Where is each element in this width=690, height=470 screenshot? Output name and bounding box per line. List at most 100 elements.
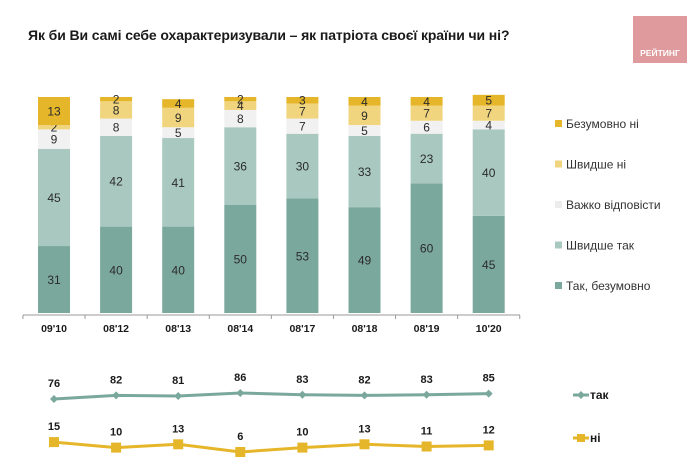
bar-value-label: 4 <box>423 95 430 109</box>
bar-segment <box>348 135 381 208</box>
line-value-label: 82 <box>358 374 370 386</box>
line-так <box>53 391 489 401</box>
line-value-label: 86 <box>234 372 246 384</box>
bar-value-label: 45 <box>482 258 496 272</box>
bar-segment <box>348 207 381 313</box>
bar-value-label: 45 <box>47 191 61 205</box>
bar-value-label: 13 <box>47 105 61 119</box>
bar-value-label: 40 <box>172 263 186 277</box>
bar-value-label: 6 <box>423 121 430 135</box>
bar-segment <box>286 97 319 104</box>
stacked-bars: 3145921340428824041594503684253307734933… <box>38 93 505 313</box>
bar-segment <box>38 246 70 313</box>
legend-swatch <box>555 120 562 127</box>
line-value-label: 10 <box>296 427 308 439</box>
bar-value-label: 9 <box>175 111 182 125</box>
line-marker-square <box>111 442 122 453</box>
line-marker-square <box>173 439 184 450</box>
bar-segment <box>348 97 381 106</box>
bar-value-label: 36 <box>234 160 248 174</box>
bar-segment <box>38 148 70 247</box>
bar-segment <box>38 125 70 130</box>
bar-segment <box>162 107 195 128</box>
bar-value-label: 40 <box>109 263 123 277</box>
rating-logo: РЕЙТИНГ <box>633 16 687 63</box>
line-value-label: 76 <box>48 378 60 390</box>
line-marker-square <box>483 440 494 451</box>
line-ні <box>53 440 489 454</box>
chart-title: Як би Ви самі себе охарактеризували – як… <box>28 27 510 43</box>
line-value-label: 15 <box>48 421 60 433</box>
bar-segment <box>162 226 195 313</box>
legend-label: Швидше ні <box>566 158 626 172</box>
bar-value-label: 2 <box>51 121 58 135</box>
bar-value-label: 50 <box>234 253 248 267</box>
bar-value-label: 8 <box>237 112 244 126</box>
line-marker-square <box>359 439 370 450</box>
legend-swatch <box>555 282 562 289</box>
bar-value-label: 5 <box>175 126 182 140</box>
bar-segment <box>410 120 443 134</box>
line-marker-square <box>297 442 308 453</box>
bar-value-label: 41 <box>172 176 186 190</box>
line-value-label: 83 <box>420 374 432 386</box>
bar-value-label: 40 <box>482 166 496 180</box>
bar-segment <box>472 94 505 106</box>
bar-segment <box>100 226 133 313</box>
bar-value-label: 2 <box>237 93 244 107</box>
legend-swatch <box>555 241 562 249</box>
legend-label-tak: так <box>590 388 610 402</box>
line-value-label: 10 <box>110 427 122 439</box>
bar-segment <box>100 101 133 119</box>
line-marker-diamond <box>112 391 121 400</box>
bar-value-label: 8 <box>113 103 120 117</box>
bar-value-label: 9 <box>51 133 58 147</box>
line-value-label: 13 <box>358 423 370 435</box>
bar-value-label: 4 <box>237 99 244 113</box>
bar-segment <box>286 198 319 313</box>
line-value-label: 11 <box>421 426 433 438</box>
bar-segment <box>38 97 70 126</box>
bar-segment <box>410 105 443 121</box>
bar-segment <box>348 105 381 126</box>
bar-value-label: 3 <box>299 94 306 108</box>
legend-label: Безумовно ні <box>566 117 639 131</box>
line-marker-diamond <box>484 389 493 398</box>
bar-segment <box>410 97 443 106</box>
legend-marker-ni <box>577 434 585 442</box>
line-marker-square <box>235 447 246 457</box>
bar-segment <box>38 129 70 149</box>
x-tick-label: 09'10 <box>41 323 67 335</box>
bar-value-label: 8 <box>113 121 120 135</box>
bar-segment <box>100 135 133 227</box>
bar-value-label: 7 <box>299 120 306 134</box>
bar-segment <box>224 101 257 110</box>
bar-value-label: 7 <box>423 107 430 121</box>
bar-segment <box>162 138 195 227</box>
line-marker-diamond <box>422 390 431 399</box>
line-marker-square <box>49 437 59 448</box>
x-tick-label: 08'17 <box>289 323 315 335</box>
bar-segment <box>224 97 257 102</box>
bar-value-label: 60 <box>420 242 434 256</box>
legend-label-ni: ні <box>590 431 601 445</box>
bar-segment <box>472 120 505 130</box>
x-tick-label: 08'14 <box>227 323 253 335</box>
bar-value-label: 33 <box>358 165 372 179</box>
logo-text: РЕЙТИНГ <box>640 48 680 58</box>
bar-value-label: 2 <box>113 93 120 107</box>
legend-label: Швидше так <box>566 239 635 253</box>
line-marker-diamond <box>174 392 183 400</box>
bar-value-label: 5 <box>361 124 368 138</box>
legend-marker-tak <box>577 391 585 399</box>
bar-value-label: 4 <box>175 97 182 111</box>
line-marker-diamond <box>236 389 245 397</box>
line-marker-diamond <box>298 390 307 399</box>
x-tick-label: 08'18 <box>352 323 378 335</box>
bar-value-label: 4 <box>485 119 492 133</box>
bar-segment <box>472 105 505 121</box>
bar-value-label: 4 <box>361 95 368 109</box>
bar-segment <box>286 103 319 119</box>
bar-value-label: 30 <box>296 160 310 174</box>
